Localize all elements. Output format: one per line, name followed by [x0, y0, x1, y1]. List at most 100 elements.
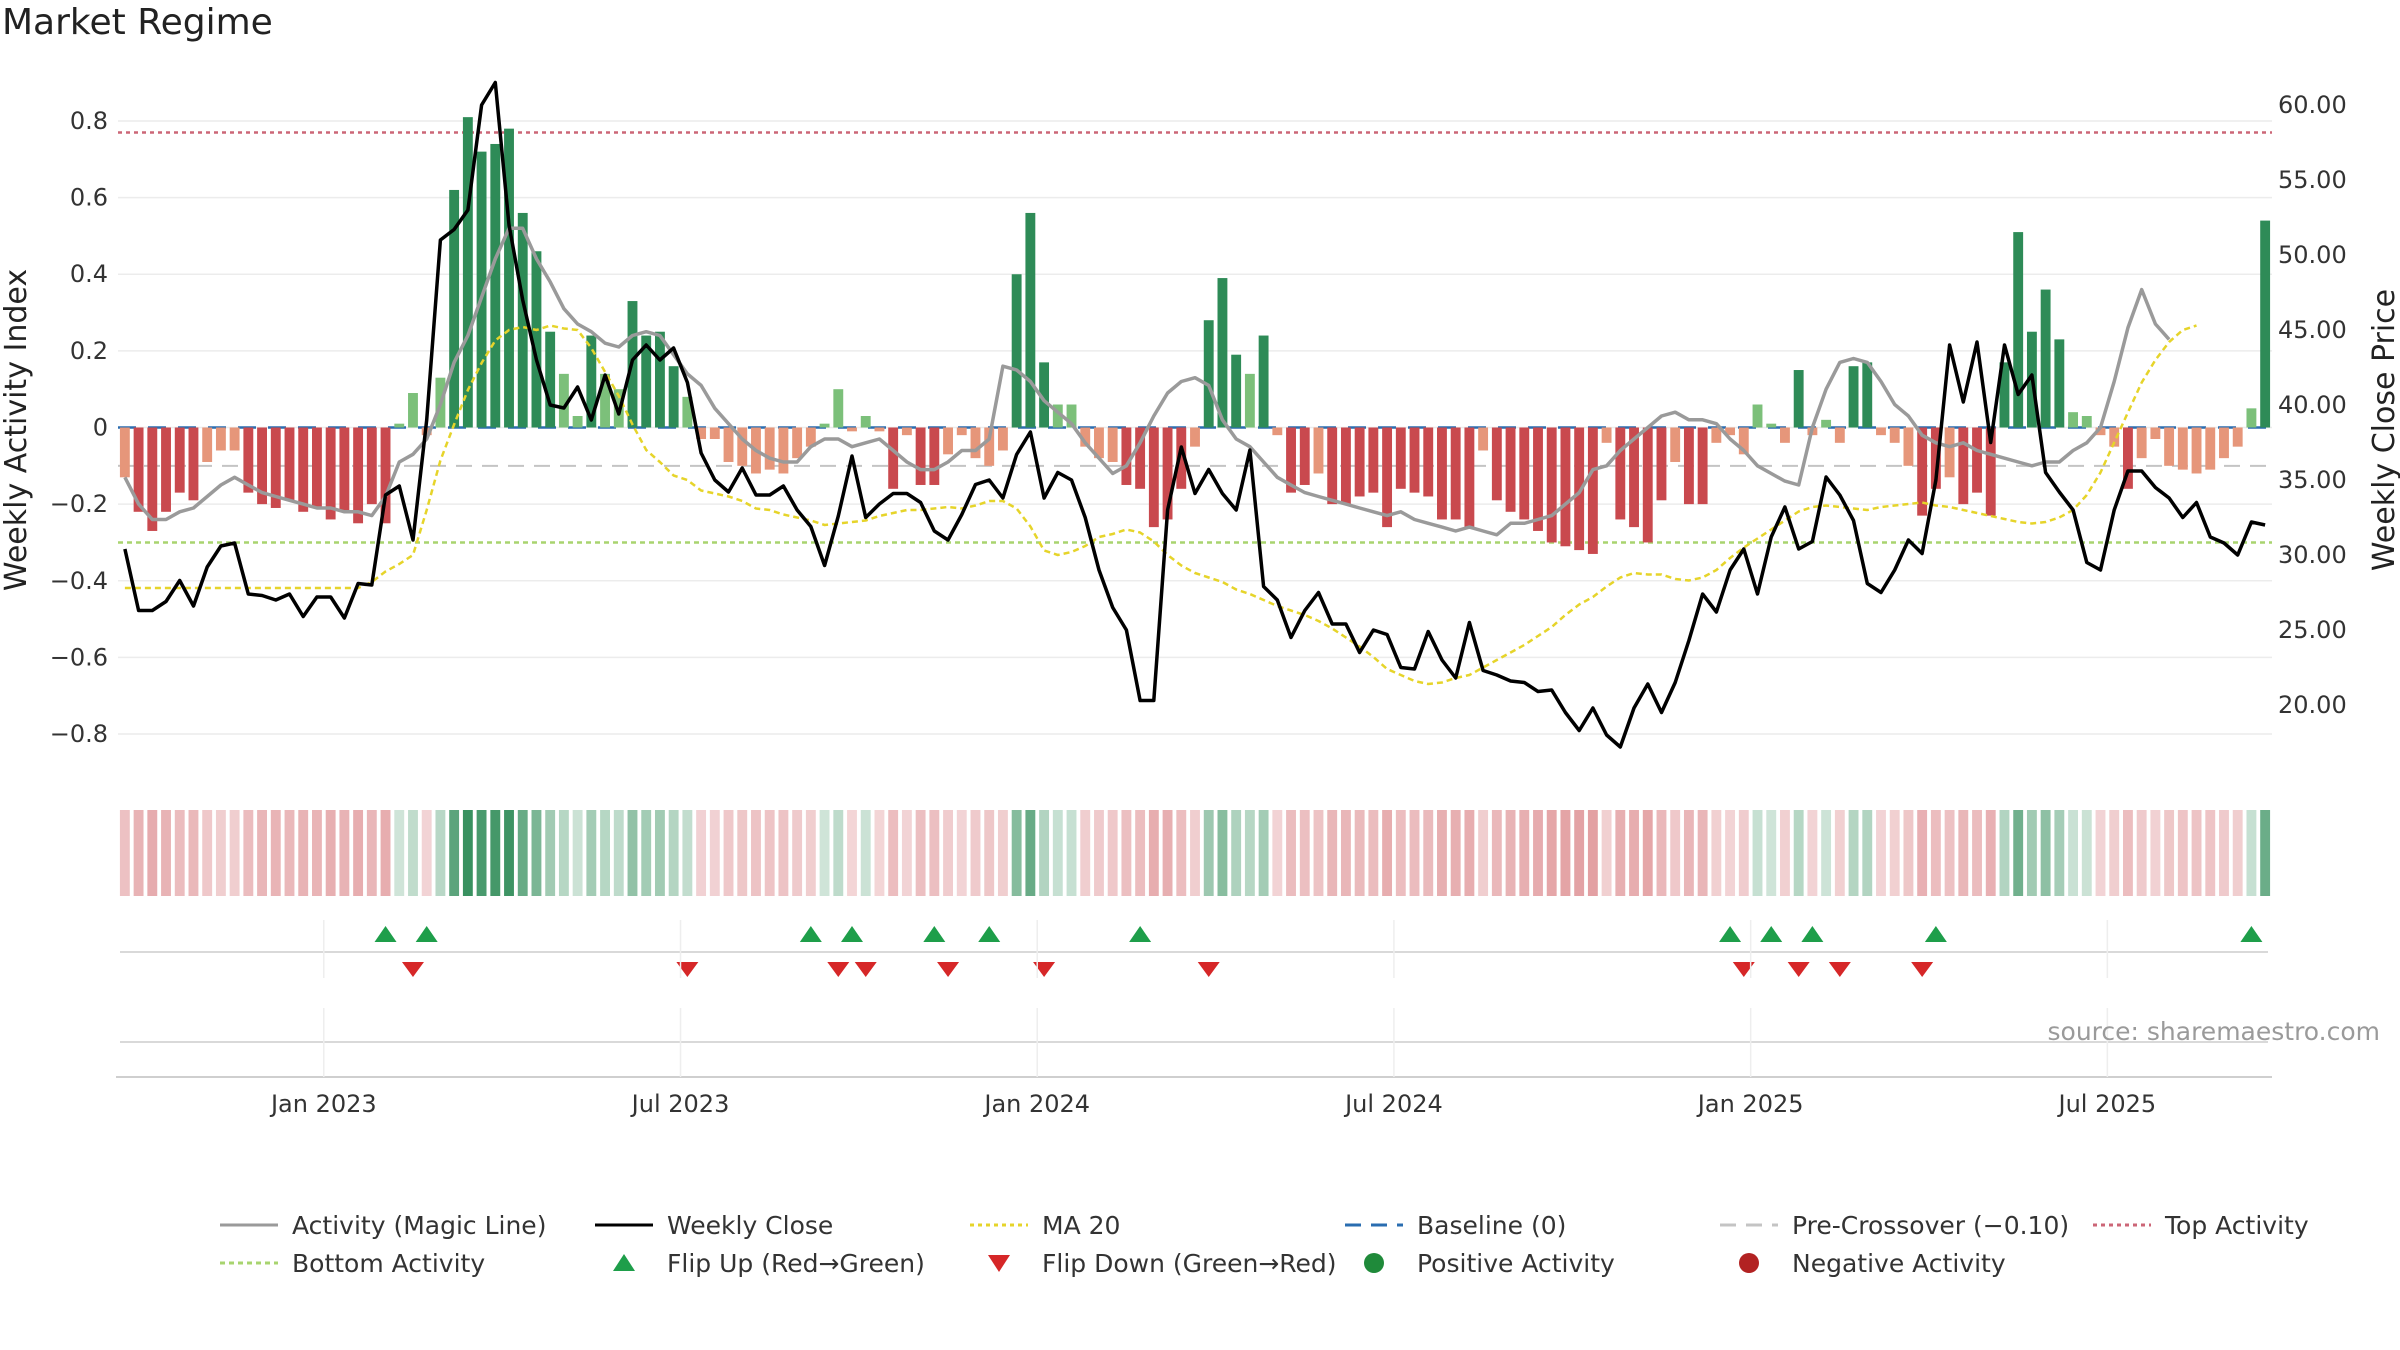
regime-cell	[1244, 810, 1255, 896]
negative-activity-bar	[1917, 427, 1928, 516]
regime-cell	[600, 810, 610, 896]
positive-activity-bar	[1203, 320, 1214, 428]
left-y-axis-ticks: 0.8 0.6 0.4 0.2 0 −0.2 −0.4 −0.6 −0.8	[50, 107, 108, 748]
negative-activity-bar	[147, 427, 158, 531]
negative-activity-bar	[723, 427, 734, 462]
negative-activity-bar	[997, 427, 1008, 451]
regime-cell	[1354, 810, 1365, 896]
negative-activity-bar	[1889, 427, 1900, 443]
positive-activity-bar	[490, 143, 501, 428]
regime-cell	[956, 810, 967, 896]
x-tick-label: Jul 2023	[630, 1090, 730, 1118]
legend-label: Positive Activity	[1417, 1249, 1615, 1278]
legend-label: Baseline (0)	[1417, 1211, 1566, 1240]
positive-activity-bar	[1231, 354, 1242, 428]
regime-cell	[2164, 810, 2175, 896]
regime-cell	[408, 810, 418, 896]
regime-cell	[2260, 810, 2271, 896]
regime-cell	[696, 810, 707, 896]
regime-cell	[133, 810, 144, 896]
right-y-tick-label: 20.00	[2278, 691, 2347, 719]
negative-activity-bar	[1491, 427, 1502, 501]
regime-strip	[119, 810, 2271, 896]
right-y-tick-label: 30.00	[2278, 541, 2347, 569]
regime-cell	[1313, 810, 1324, 896]
negative-activity-bar	[929, 427, 940, 485]
left-y-tick-label: −0.4	[50, 567, 108, 595]
positive-activity-bar	[668, 366, 679, 428]
x-tick-label: Jan 2024	[982, 1090, 1090, 1118]
regime-cell	[1395, 810, 1406, 896]
flip-down-marker	[401, 962, 424, 977]
positive-activity-bar	[408, 393, 418, 428]
regime-cell	[2068, 810, 2079, 896]
regime-cell	[586, 810, 597, 896]
regime-cell	[1258, 810, 1269, 896]
negative-activity-bar	[1327, 427, 1338, 505]
positive-activity-bar	[531, 251, 542, 428]
regime-cell	[1958, 810, 1969, 896]
regime-cell	[504, 810, 514, 896]
positive-activity-bar	[1862, 362, 1873, 428]
regime-cell	[1944, 810, 1955, 896]
regime-cell	[1231, 810, 1242, 896]
negative-activity-bar	[380, 427, 391, 524]
legend-label: Bottom Activity	[292, 1249, 485, 1278]
regime-cell	[1025, 810, 1036, 896]
legend-item: Flip Down (Green→Red)	[988, 1249, 1337, 1278]
legend-label: Negative Activity	[1792, 1249, 2006, 1278]
negative-activity-bar	[847, 427, 857, 432]
negative-activity-bar	[2109, 427, 2120, 447]
chart-title: Market Regime	[2, 2, 273, 43]
regime-cell	[2095, 810, 2106, 896]
regime-cell	[531, 810, 542, 896]
regime-cell	[1135, 810, 1146, 896]
positive-activity-bar	[545, 331, 556, 428]
flip-down-marker	[827, 962, 850, 977]
legend-swatch	[1364, 1253, 1384, 1273]
regime-cell	[1546, 810, 1557, 896]
negative-activity-bar	[2219, 427, 2229, 459]
negative-activity-bar	[1464, 427, 1475, 528]
negative-activity-bar	[1478, 427, 1489, 451]
flip-up-marker	[799, 926, 822, 942]
negative-activity-bar	[1683, 427, 1694, 505]
regime-cell	[2013, 810, 2024, 896]
regime-cell	[1574, 810, 1585, 896]
flip-up-marker	[841, 926, 864, 942]
negative-activity-bar	[1094, 427, 1104, 459]
positive-activity-bar	[2246, 408, 2257, 428]
left-y-tick-label: 0.4	[70, 260, 108, 288]
negative-activity-bar	[1985, 427, 1996, 516]
regime-cell	[147, 810, 158, 896]
negative-activity-bar	[161, 427, 171, 512]
regime-cell	[737, 810, 748, 896]
negative-activity-bar	[2177, 427, 2188, 470]
regime-cell	[970, 810, 981, 896]
positive-activity-bar	[462, 117, 473, 428]
regime-cell	[1464, 810, 1475, 896]
regime-cell	[2219, 810, 2229, 896]
regime-cell	[188, 810, 199, 896]
regime-cell	[270, 810, 281, 896]
negative-activity-bar	[1738, 427, 1749, 455]
regime-cell	[1629, 810, 1639, 896]
negative-activity-bar	[1780, 427, 1790, 443]
negative-activity-bar	[1176, 427, 1187, 489]
flip-down-marker	[1033, 962, 1056, 977]
regime-cell	[1368, 810, 1379, 896]
positive-activity-bar	[1217, 278, 1228, 428]
right-y-tick-label: 50.00	[2278, 241, 2347, 269]
regime-cell	[1697, 810, 1708, 896]
regime-cell	[1299, 810, 1310, 896]
regime-cell	[394, 810, 405, 896]
regime-cell	[1382, 810, 1393, 896]
negative-activity-bar	[1423, 427, 1434, 497]
weekly-close-line	[123, 80, 2266, 749]
flip-markers	[120, 926, 2268, 1043]
regime-cell	[1340, 810, 1351, 896]
legend-item: Top Activity	[2093, 1211, 2309, 1240]
regime-cell	[1039, 810, 1050, 896]
negative-activity-bar	[1190, 427, 1200, 447]
regime-cell	[1670, 810, 1681, 896]
